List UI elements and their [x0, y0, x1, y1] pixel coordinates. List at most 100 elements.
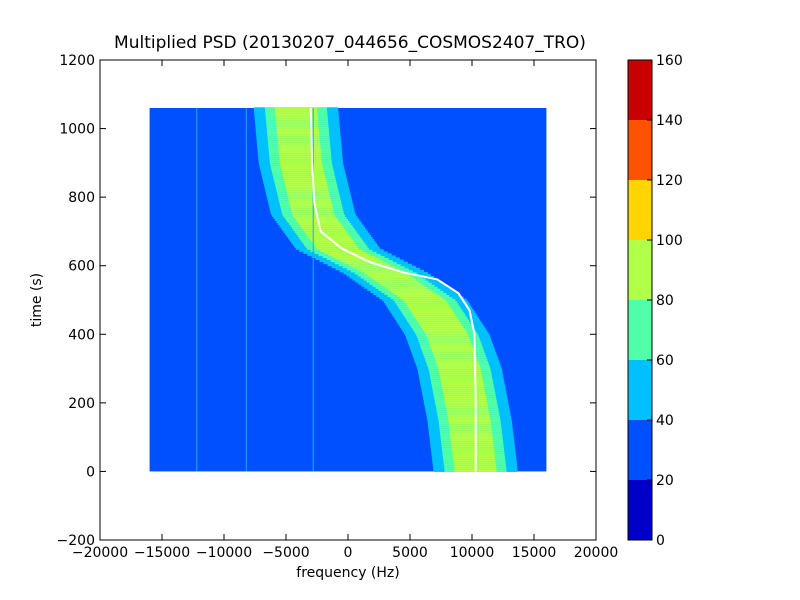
- heatmap-band-cell: [435, 358, 478, 361]
- heatmap-band-cell: [276, 129, 320, 133]
- colorbar-segment: [628, 180, 652, 240]
- heatmap-band-cell: [428, 339, 471, 343]
- heatmap-band-cell: [452, 452, 495, 456]
- heatmap-band-cell: [426, 333, 469, 337]
- heatmap-band-cell: [406, 302, 449, 306]
- y-tick-label: 800: [68, 190, 95, 206]
- heatmap-band-cell: [438, 366, 481, 370]
- heatmap-band-cell: [294, 216, 337, 219]
- heatmap-band-cell: [277, 134, 320, 137]
- heatmap-band-cell: [382, 284, 425, 287]
- heatmap-band-cell: [328, 253, 371, 256]
- heatmap-band-cell: [448, 422, 491, 425]
- x-axis-title: frequency (Hz): [296, 565, 399, 581]
- heatmap-band-cell: [443, 395, 487, 398]
- colorbar-tick-label: 120: [656, 173, 683, 189]
- heatmap-band-cell: [336, 257, 379, 261]
- x-tick-label: −15000: [134, 545, 190, 561]
- heatmap-band-cell: [313, 243, 356, 246]
- heatmap-band-cell: [449, 426, 492, 429]
- heatmap-band-cell: [432, 352, 476, 355]
- colorbar-segment: [628, 60, 652, 120]
- heatmap-band-cell: [275, 117, 318, 121]
- heatmap-band-cell: [435, 360, 479, 363]
- heatmap-band-cell: [453, 457, 496, 460]
- heatmap-band-cell: [451, 442, 494, 446]
- y-axis-title: time (s): [29, 273, 45, 327]
- heatmap-band-cell: [278, 144, 321, 147]
- heatmap-band-cell: [320, 249, 363, 252]
- colorbar-segment: [628, 120, 652, 180]
- heatmap-band-cell: [445, 401, 488, 405]
- y-tick-label: 1000: [59, 122, 95, 138]
- heatmap-band-cell: [348, 263, 391, 267]
- heatmap-band-cell: [379, 282, 422, 285]
- colorbar-tick-label: 160: [656, 53, 683, 69]
- heatmap-band-cell: [276, 121, 319, 125]
- heatmap-band-cell: [344, 261, 387, 265]
- heatmap-band-cell: [285, 183, 328, 186]
- heatmap-band-cell: [279, 158, 322, 162]
- heatmap-band-cell: [295, 218, 339, 221]
- x-tick-label: 20000: [574, 545, 619, 561]
- heatmap-band-cell: [442, 389, 485, 392]
- heatmap-band-cell: [370, 276, 413, 279]
- heatmap-band-cell: [446, 409, 489, 413]
- heatmap-band-cell: [419, 323, 462, 326]
- heatmap-band-cell: [373, 278, 416, 281]
- heatmap-band-cell: [332, 255, 375, 258]
- heatmap-band-cell: [438, 368, 481, 372]
- y-tick-label: −200: [57, 533, 95, 549]
- heatmap-band-cell: [410, 308, 453, 312]
- heatmap-band-cell: [292, 214, 336, 217]
- heatmap-band-cell: [278, 150, 321, 154]
- heatmap-band-cell: [290, 208, 334, 211]
- heatmap-band-cell: [277, 136, 320, 139]
- heatmap-band-cell: [278, 148, 321, 152]
- heatmap-band-cell: [280, 164, 323, 168]
- x-tick-label: 15000: [512, 545, 557, 561]
- colorbar-segment: [628, 240, 652, 300]
- heatmap-band-cell: [445, 403, 488, 407]
- heatmap-band-cell: [404, 300, 448, 304]
- colorbar-tick-label: 80: [656, 293, 674, 309]
- heatmap-band-cell: [276, 123, 319, 127]
- heatmap-band-cell: [443, 391, 486, 394]
- heatmap-band-cell: [278, 142, 321, 145]
- x-tick-label: 10000: [450, 545, 495, 561]
- heatmap-band-cell: [287, 193, 330, 197]
- heatmap-band-cell: [441, 382, 484, 386]
- heatmap-band-cell: [440, 376, 483, 380]
- heatmap-band-cell: [423, 329, 466, 333]
- colorbar-tick-label: 20: [656, 473, 674, 489]
- heatmap-band-cell: [397, 294, 440, 298]
- heatmap-band-cell: [376, 280, 419, 283]
- heatmap-band-cell: [286, 189, 329, 193]
- heatmap-band-cell: [287, 195, 331, 199]
- heatmap-band-cell: [452, 450, 495, 454]
- heatmap-band-cell: [276, 125, 319, 129]
- heatmap-band-cell: [291, 210, 334, 213]
- heatmap-band-cell: [280, 162, 323, 166]
- colorbar-tick-label: 60: [656, 353, 674, 369]
- heatmap-band-cell: [453, 461, 496, 464]
- colorbar-segment: [628, 300, 652, 360]
- heatmap-band-cell: [352, 265, 395, 269]
- heatmap-band-cell: [434, 356, 477, 359]
- heatmap-band-cell: [449, 430, 492, 433]
- y-tick-label: 600: [68, 259, 95, 275]
- y-tick-label: 200: [68, 396, 95, 412]
- heatmap-band-cell: [451, 446, 494, 450]
- heatmap-band-cell: [275, 115, 318, 119]
- heatmap-band-cell: [301, 226, 345, 230]
- heatmap-band-cell: [388, 288, 431, 291]
- heatmap-band-cell: [394, 292, 437, 296]
- heatmap-band-cell: [429, 341, 472, 345]
- x-tick-label: 5000: [392, 545, 428, 561]
- heatmap-band-cell: [278, 152, 322, 156]
- heatmap-band-cell: [278, 146, 321, 149]
- heatmap-band-cell: [285, 185, 328, 189]
- heatmap-band-cell: [453, 459, 496, 462]
- heatmap-band-cell: [431, 348, 474, 351]
- heatmap-band-cell: [340, 259, 383, 263]
